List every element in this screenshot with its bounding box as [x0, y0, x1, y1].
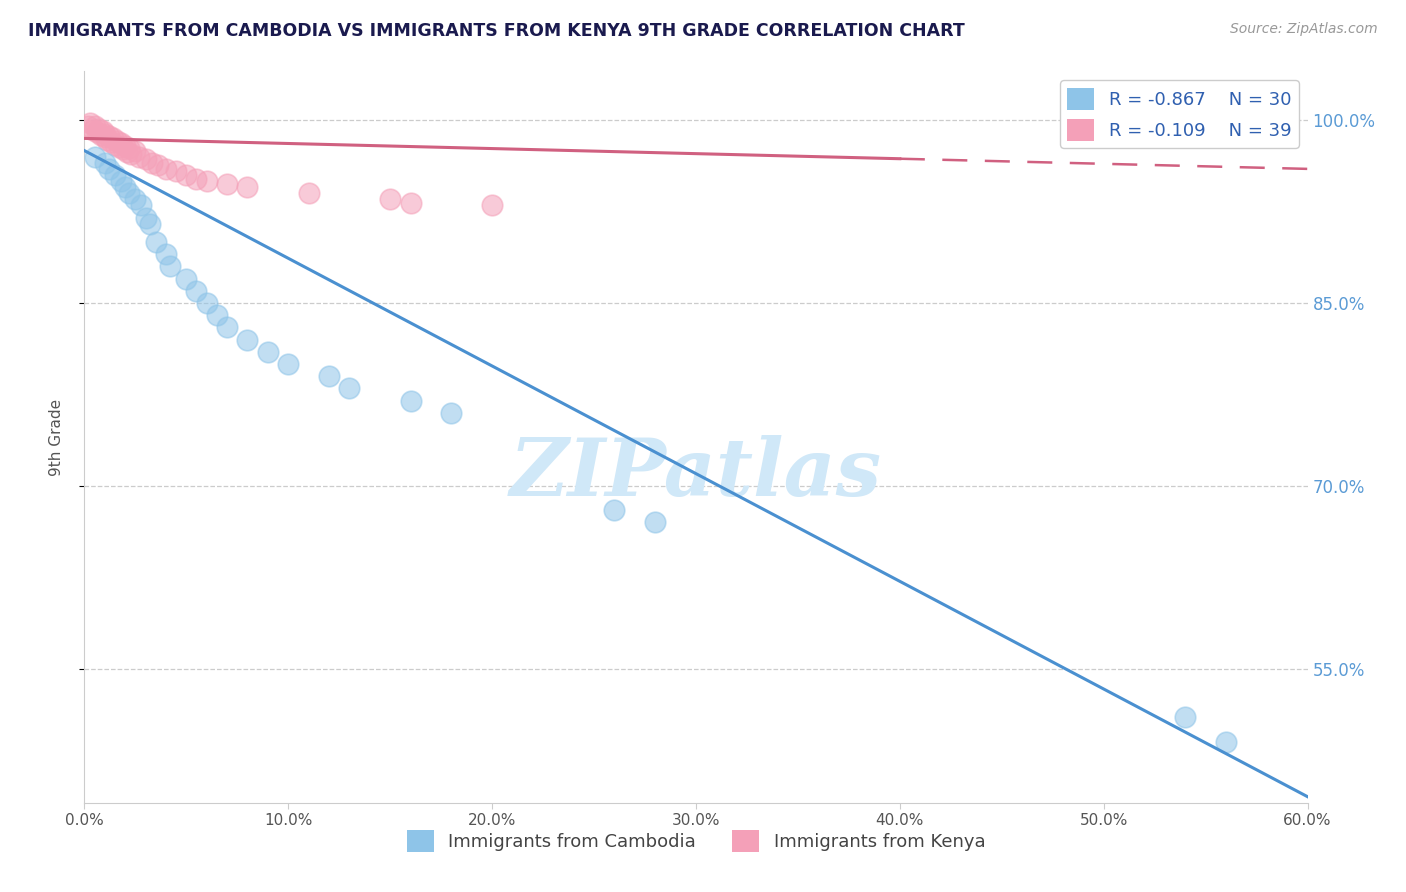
Point: [110, 136, 132, 151]
Point: [114, 180, 136, 194]
Point: [399, 196, 422, 211]
Point: [141, 155, 163, 169]
Point: [104, 168, 127, 182]
Point: [380, 192, 402, 206]
Point: [108, 140, 131, 154]
Point: [100, 135, 122, 149]
Point: [112, 142, 135, 156]
Point: [277, 357, 299, 371]
Point: [146, 158, 169, 172]
Point: [155, 247, 177, 261]
Y-axis label: 9th Grade: 9th Grade: [49, 399, 63, 475]
Point: [105, 134, 128, 148]
Point: [90, 128, 112, 142]
Point: [236, 333, 259, 347]
Point: [79, 115, 101, 129]
Point: [91, 124, 114, 138]
Point: [138, 217, 160, 231]
Point: [118, 141, 141, 155]
Point: [159, 260, 181, 274]
Point: [124, 144, 146, 158]
Text: Source: ZipAtlas.com: Source: ZipAtlas.com: [1230, 22, 1378, 37]
Point: [77, 120, 100, 134]
Point: [195, 296, 218, 310]
Point: [87, 121, 110, 136]
Point: [440, 406, 463, 420]
Point: [174, 271, 197, 285]
Point: [120, 147, 142, 161]
Point: [93, 130, 115, 145]
Legend: Immigrants from Cambodia, Immigrants from Kenya: Immigrants from Cambodia, Immigrants fro…: [399, 823, 993, 860]
Point: [186, 171, 208, 186]
Point: [603, 503, 626, 517]
Text: ZIPatlas: ZIPatlas: [510, 435, 882, 512]
Point: [236, 180, 259, 194]
Point: [93, 155, 115, 169]
Point: [135, 152, 157, 166]
Point: [128, 150, 150, 164]
Point: [110, 174, 132, 188]
Point: [118, 186, 141, 201]
Point: [83, 150, 105, 164]
Point: [93, 127, 115, 141]
Point: [104, 137, 127, 152]
Point: [205, 308, 228, 322]
Point: [86, 125, 108, 139]
Point: [195, 174, 218, 188]
Point: [101, 131, 124, 145]
Point: [165, 164, 187, 178]
Point: [131, 198, 153, 212]
Point: [1215, 735, 1237, 749]
Point: [124, 192, 146, 206]
Point: [339, 381, 361, 395]
Point: [186, 284, 208, 298]
Point: [96, 133, 118, 147]
Point: [82, 123, 104, 137]
Point: [135, 211, 157, 225]
Point: [1174, 710, 1197, 724]
Point: [174, 168, 197, 182]
Point: [217, 177, 239, 191]
Point: [114, 138, 136, 153]
Point: [145, 235, 167, 249]
Point: [97, 161, 120, 176]
Point: [155, 161, 177, 176]
Point: [399, 393, 422, 408]
Point: [257, 344, 280, 359]
Point: [644, 516, 666, 530]
Point: [318, 369, 340, 384]
Point: [115, 145, 138, 159]
Point: [97, 128, 120, 143]
Point: [83, 120, 105, 134]
Text: IMMIGRANTS FROM CAMBODIA VS IMMIGRANTS FROM KENYA 9TH GRADE CORRELATION CHART: IMMIGRANTS FROM CAMBODIA VS IMMIGRANTS F…: [28, 22, 965, 40]
Point: [217, 320, 239, 334]
Point: [298, 186, 321, 201]
Point: [481, 198, 503, 212]
